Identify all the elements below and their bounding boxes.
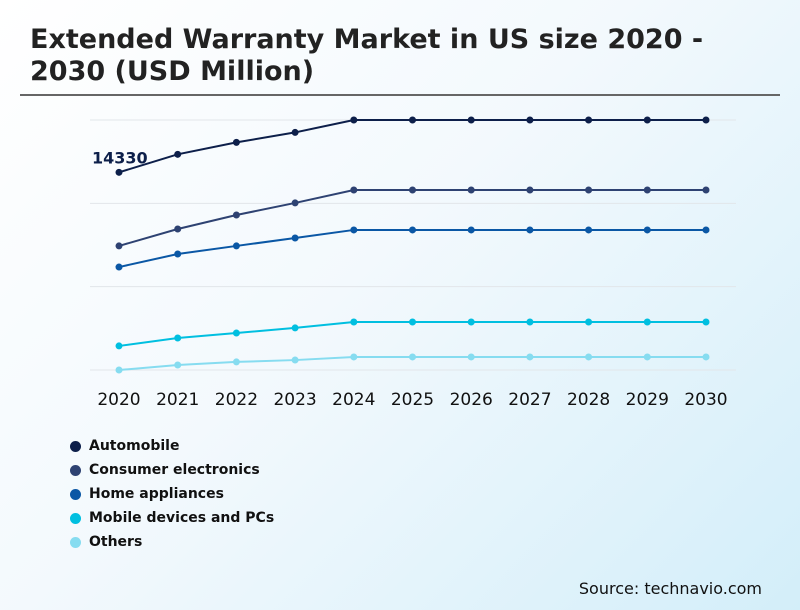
x-tick-label: 2027 bbox=[508, 390, 551, 410]
data-point bbox=[585, 226, 593, 234]
data-point bbox=[174, 225, 182, 233]
legend-label: Mobile devices and PCs bbox=[89, 510, 275, 526]
data-point bbox=[174, 250, 182, 258]
data-point bbox=[702, 186, 710, 194]
data-point bbox=[291, 324, 299, 332]
data-point bbox=[702, 226, 710, 234]
legend-item: Mobile devices and PCs bbox=[70, 506, 274, 530]
data-point bbox=[643, 318, 651, 326]
series-line-mobile-devices-and-pcs bbox=[118, 321, 706, 347]
x-tick-label: 2022 bbox=[215, 390, 258, 410]
x-tick-label: 2028 bbox=[567, 390, 610, 410]
data-point bbox=[350, 186, 358, 194]
data-point bbox=[467, 226, 475, 234]
data-point bbox=[467, 116, 475, 124]
chart-title: Extended Warranty Market in US size 2020… bbox=[30, 24, 704, 87]
data-point bbox=[409, 226, 416, 234]
data-point bbox=[643, 186, 651, 194]
legend-dot-icon bbox=[70, 464, 81, 476]
data-point bbox=[643, 353, 651, 361]
data-point bbox=[115, 342, 123, 350]
data-point bbox=[467, 318, 475, 326]
x-tick-label: 2023 bbox=[273, 390, 316, 410]
legend-dot-icon bbox=[70, 512, 81, 524]
data-point bbox=[702, 116, 710, 124]
data-point bbox=[585, 353, 593, 361]
data-point bbox=[643, 226, 651, 234]
x-tick-label: 2021 bbox=[156, 390, 199, 410]
series-line-home-appliances bbox=[118, 228, 706, 269]
data-point bbox=[291, 234, 299, 242]
data-point bbox=[526, 116, 534, 124]
data-point bbox=[526, 353, 534, 361]
data-point bbox=[409, 116, 416, 124]
x-tick-label: 2026 bbox=[450, 390, 493, 410]
legend-item: Consumer electronics bbox=[70, 458, 274, 482]
x-tick-label: 2025 bbox=[391, 390, 434, 410]
data-point bbox=[585, 116, 593, 124]
data-point bbox=[702, 318, 710, 326]
data-point bbox=[526, 318, 534, 326]
data-point bbox=[232, 211, 240, 219]
series-line-consumer-electronics bbox=[118, 189, 706, 247]
data-point bbox=[409, 318, 416, 326]
data-point bbox=[350, 116, 358, 124]
data-point bbox=[409, 353, 416, 361]
data-point bbox=[291, 128, 299, 136]
x-tick-label: 2029 bbox=[626, 390, 669, 410]
legend-dot-icon bbox=[70, 440, 81, 452]
data-point bbox=[291, 356, 299, 364]
x-tick-label: 2030 bbox=[684, 390, 727, 410]
data-point bbox=[174, 334, 182, 342]
legend-label: Others bbox=[89, 534, 143, 550]
series-line-automobile bbox=[118, 119, 706, 174]
x-tick-label: 2024 bbox=[332, 390, 375, 410]
source-text: Source: technavio.com bbox=[578, 579, 762, 598]
legend-dot-icon bbox=[70, 536, 81, 548]
data-point bbox=[643, 116, 651, 124]
data-point bbox=[291, 199, 299, 207]
data-point bbox=[409, 186, 416, 194]
data-point bbox=[526, 186, 534, 194]
data-point bbox=[350, 226, 358, 234]
data-point bbox=[702, 353, 710, 361]
legend-dot-icon bbox=[70, 488, 81, 500]
data-point bbox=[174, 150, 182, 158]
legend-label: Consumer electronics bbox=[89, 462, 260, 478]
data-point bbox=[174, 361, 182, 369]
legend: Automobile Consumer electronics Home appli… bbox=[70, 434, 274, 554]
data-point bbox=[467, 353, 475, 361]
legend-item: Automobile bbox=[70, 434, 274, 458]
data-point bbox=[232, 358, 240, 366]
data-point bbox=[350, 318, 358, 326]
title-divider bbox=[20, 94, 780, 96]
data-point bbox=[350, 353, 358, 361]
data-point bbox=[585, 186, 593, 194]
legend-item: Home appliances bbox=[70, 482, 274, 506]
x-tick-label: 2020 bbox=[97, 390, 140, 410]
data-point bbox=[115, 168, 123, 176]
data-point bbox=[115, 242, 123, 250]
legend-item: Others bbox=[70, 530, 274, 554]
data-point bbox=[585, 318, 593, 326]
data-point bbox=[232, 138, 240, 146]
data-point bbox=[115, 366, 123, 374]
data-label: 14330 bbox=[92, 148, 148, 167]
data-point bbox=[526, 226, 534, 234]
data-point bbox=[115, 263, 123, 271]
data-point bbox=[232, 329, 240, 337]
data-point bbox=[467, 186, 475, 194]
data-point bbox=[232, 242, 240, 250]
legend-label: Home appliances bbox=[89, 486, 224, 502]
legend-label: Automobile bbox=[89, 438, 180, 454]
